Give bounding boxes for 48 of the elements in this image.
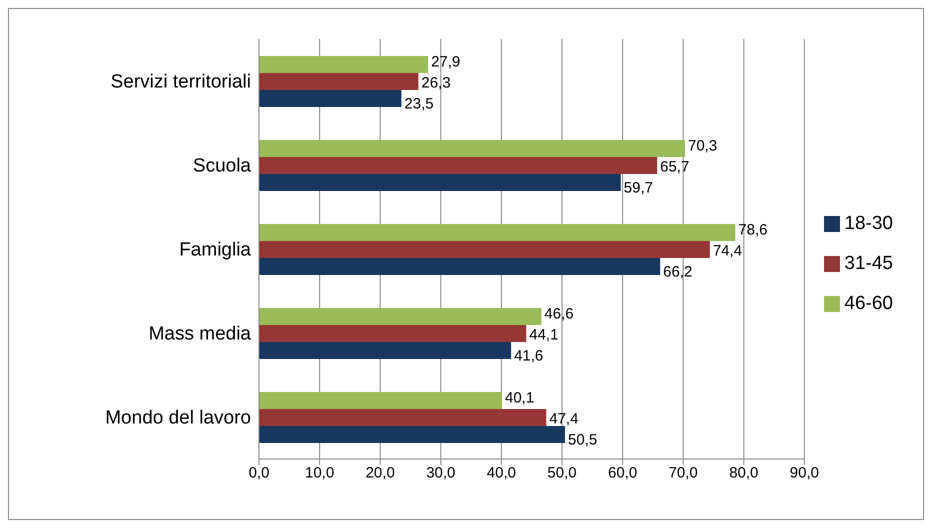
y-tick-label: Mass media [148,324,252,345]
x-tick-label: 20,0 [366,464,395,482]
bar [259,73,418,90]
data-label: 26,3 [421,74,451,92]
bar [259,258,660,275]
bar [259,174,621,191]
y-tick-label: Servizi territoriali [110,72,251,93]
bar [259,308,542,325]
data-label: 65,7 [660,158,690,176]
data-label: 70,3 [688,138,718,154]
data-label: 23,5 [404,96,434,112]
y-tick-label: Mondo del lavoro [105,408,251,429]
x-tick-label: 90,0 [790,464,819,482]
legend-label: 31-45 [844,253,893,274]
bar [259,90,402,107]
data-label: 78,6 [738,222,768,238]
x-tick-label: 50,0 [547,464,577,482]
bar [259,342,512,359]
legend-label: 46-60 [844,293,893,314]
x-tick-label: 60,0 [608,464,638,482]
bar [259,56,428,73]
x-tick-label: 40,0 [486,464,516,482]
data-label: 27,9 [431,54,460,70]
bar [259,157,658,174]
bar [259,392,502,409]
bar [259,224,736,241]
data-label: 41,6 [514,348,544,364]
bar [259,140,686,157]
bar [259,325,526,342]
x-tick-label: 30,0 [426,464,456,482]
y-tick-label: Famiglia [179,240,252,261]
bar [259,426,566,443]
bar [259,409,546,426]
x-tick-label: 10,0 [304,464,334,482]
data-label: 59,7 [624,180,653,196]
data-label: 50,5 [568,432,598,448]
data-label: 44,1 [529,326,558,344]
data-label: 66,2 [663,264,692,280]
data-label: 46,6 [544,306,574,322]
data-label: 40,1 [505,390,534,406]
bar [259,241,710,258]
legend-label: 18-30 [844,213,893,234]
data-label: 74,4 [712,242,742,260]
x-tick-label: 80,0 [729,464,758,482]
data-label: 47,4 [549,410,578,428]
x-tick-label: 70,0 [668,464,698,482]
x-tick-label: 0,0 [248,464,270,482]
y-tick-label: Scuola [192,156,252,177]
